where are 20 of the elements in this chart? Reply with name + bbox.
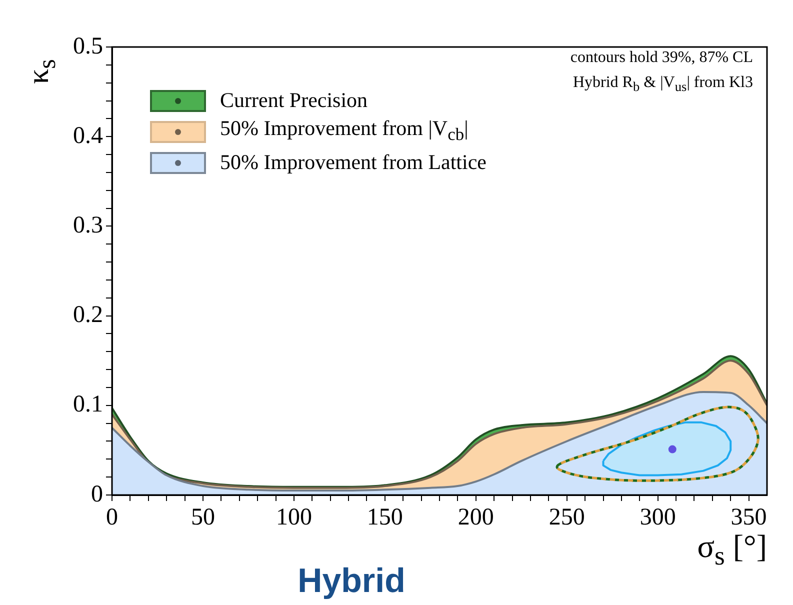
- y-tick-label: 0.5: [73, 33, 103, 60]
- x-tick-label: 250: [548, 504, 585, 531]
- y-tick-label: 0.1: [73, 392, 103, 418]
- x-tick-label: 150: [366, 504, 403, 531]
- annotation: Hybrid R$_{b}$ & |V$_{us}$| from Kl3: [572, 74, 753, 96]
- y-tick-label: 0: [91, 481, 103, 508]
- x-tick-label: 300: [640, 504, 676, 531]
- x-tick-label: 100: [276, 504, 312, 531]
- legend-label: 50% Improvement from |V$_{cb}$|: [220, 114, 468, 146]
- x-tick-label: 200: [458, 504, 494, 531]
- legend-label: Current Precision: [220, 87, 368, 114]
- x-tick-label: 350: [730, 504, 767, 531]
- y-tick-label: 0.3: [73, 212, 103, 238]
- annotation: contours hold 39%, 87% CL: [570, 49, 753, 67]
- text: Hybrid: [298, 562, 406, 600]
- legend-label: 50% Improvement from Lattice: [220, 149, 486, 176]
- x-tick-label: 50: [190, 504, 215, 531]
- x-axis-title: σ$_{s}$ [°]: [697, 528, 767, 572]
- y-tick-label: 0.2: [73, 302, 103, 328]
- y-tick-label: 0.4: [73, 122, 103, 149]
